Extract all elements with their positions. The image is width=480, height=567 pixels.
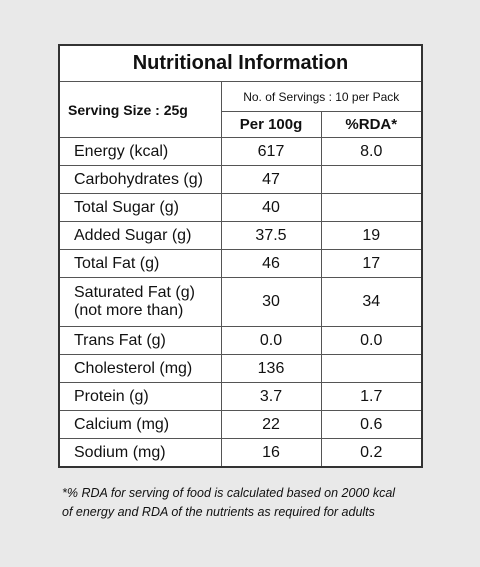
nutrient-name: Energy (kcal) bbox=[74, 142, 169, 160]
table-row: Total Sugar (g) 40 bbox=[58, 193, 423, 222]
nutrient-cell: Saturated Fat (g) (not more than) bbox=[58, 277, 222, 327]
column-header: Per 100g bbox=[220, 111, 322, 138]
rda-value: 0.0 bbox=[320, 326, 423, 355]
nutrition-table: Nutritional Information Serving Size : 2… bbox=[58, 44, 423, 468]
nutrient-cell: Energy (kcal) bbox=[58, 137, 222, 166]
column-header: %RDA* bbox=[320, 111, 423, 138]
serving-size: Serving Size : 25g bbox=[58, 81, 222, 138]
per-100g-value: 37.5 bbox=[220, 221, 322, 250]
nutrient-name: Saturated Fat (g) bbox=[74, 284, 195, 301]
per-100g-value: 22 bbox=[220, 410, 322, 439]
per-100g-value: 0.0 bbox=[220, 326, 322, 355]
nutrient-cell: Trans Fat (g) bbox=[58, 326, 222, 355]
footnote: of energy and RDA of the nutrients as re… bbox=[62, 505, 375, 519]
table-row: Sodium (mg) 16 0.2 bbox=[58, 438, 423, 468]
nutrient-cell: Cholesterol (mg) bbox=[58, 354, 222, 383]
nutrient-name: Total Fat (g) bbox=[74, 254, 160, 272]
table-row: Cholesterol (mg) 136 bbox=[58, 354, 423, 383]
table-title: Nutritional Information bbox=[58, 44, 423, 82]
nutrient-name: Trans Fat (g) bbox=[74, 331, 166, 349]
table-row: Protein (g) 3.7 1.7 bbox=[58, 382, 423, 411]
nutrient-name: Sodium (mg) bbox=[74, 443, 166, 461]
rda-value: 17 bbox=[320, 249, 423, 278]
rda-value: 19 bbox=[320, 221, 423, 250]
nutrient-name: Cholesterol (mg) bbox=[74, 359, 193, 377]
per-100g-value: 46 bbox=[220, 249, 322, 278]
rda-value: 0.2 bbox=[320, 438, 423, 468]
empty-cell bbox=[320, 354, 423, 383]
nutrient-cell: Sodium (mg) bbox=[58, 438, 222, 468]
per-100g-value: 47 bbox=[220, 165, 322, 194]
table-row: Total Fat (g) 46 17 bbox=[58, 249, 423, 278]
rda-value: 1.7 bbox=[320, 382, 423, 411]
empty-cell bbox=[320, 193, 423, 222]
rda-value: 34 bbox=[320, 277, 423, 327]
nutrient-name: Protein (g) bbox=[74, 387, 149, 405]
per-100g-value: 617 bbox=[220, 137, 322, 166]
empty-cell bbox=[320, 165, 423, 194]
nutrient-cell: Carbohydrates (g) bbox=[58, 165, 222, 194]
footnote: *% RDA for serving of food is calculated… bbox=[62, 486, 396, 500]
servings-per-pack: No. of Servings : 10 per Pack bbox=[220, 81, 423, 112]
table-row: Saturated Fat (g) (not more than) 30 34 bbox=[58, 277, 423, 327]
table-row: Carbohydrates (g) 47 bbox=[58, 165, 423, 194]
per-100g-value: 40 bbox=[220, 193, 322, 222]
rda-value: 0.6 bbox=[320, 410, 423, 439]
table-row: Trans Fat (g) 0.0 0.0 bbox=[58, 326, 423, 355]
table-row: Calcium (mg) 22 0.6 bbox=[58, 410, 423, 439]
nutrient-name: Calcium (mg) bbox=[74, 415, 170, 433]
nutrient-name: Total Sugar (g) bbox=[74, 198, 179, 216]
per-100g-value: 136 bbox=[220, 354, 322, 383]
per-100g-value: 30 bbox=[220, 277, 322, 327]
per-100g-value: 3.7 bbox=[220, 382, 322, 411]
nutrient-note: (not more than) bbox=[74, 302, 184, 319]
table-row: Added Sugar (g) 37.5 19 bbox=[58, 221, 423, 250]
nutrient-name: Added Sugar (g) bbox=[74, 226, 192, 244]
nutrient-cell: Protein (g) bbox=[58, 382, 222, 411]
nutrient-cell: Total Sugar (g) bbox=[58, 193, 222, 222]
nutrient-cell: Total Fat (g) bbox=[58, 249, 222, 278]
rda-value: 8.0 bbox=[320, 137, 423, 166]
nutrient-cell: Calcium (mg) bbox=[58, 410, 222, 439]
table-row: Energy (kcal) 617 8.0 bbox=[58, 137, 423, 166]
per-100g-value: 16 bbox=[220, 438, 322, 468]
nutrient-name: Carbohydrates (g) bbox=[74, 170, 203, 188]
nutrient-cell: Added Sugar (g) bbox=[58, 221, 222, 250]
